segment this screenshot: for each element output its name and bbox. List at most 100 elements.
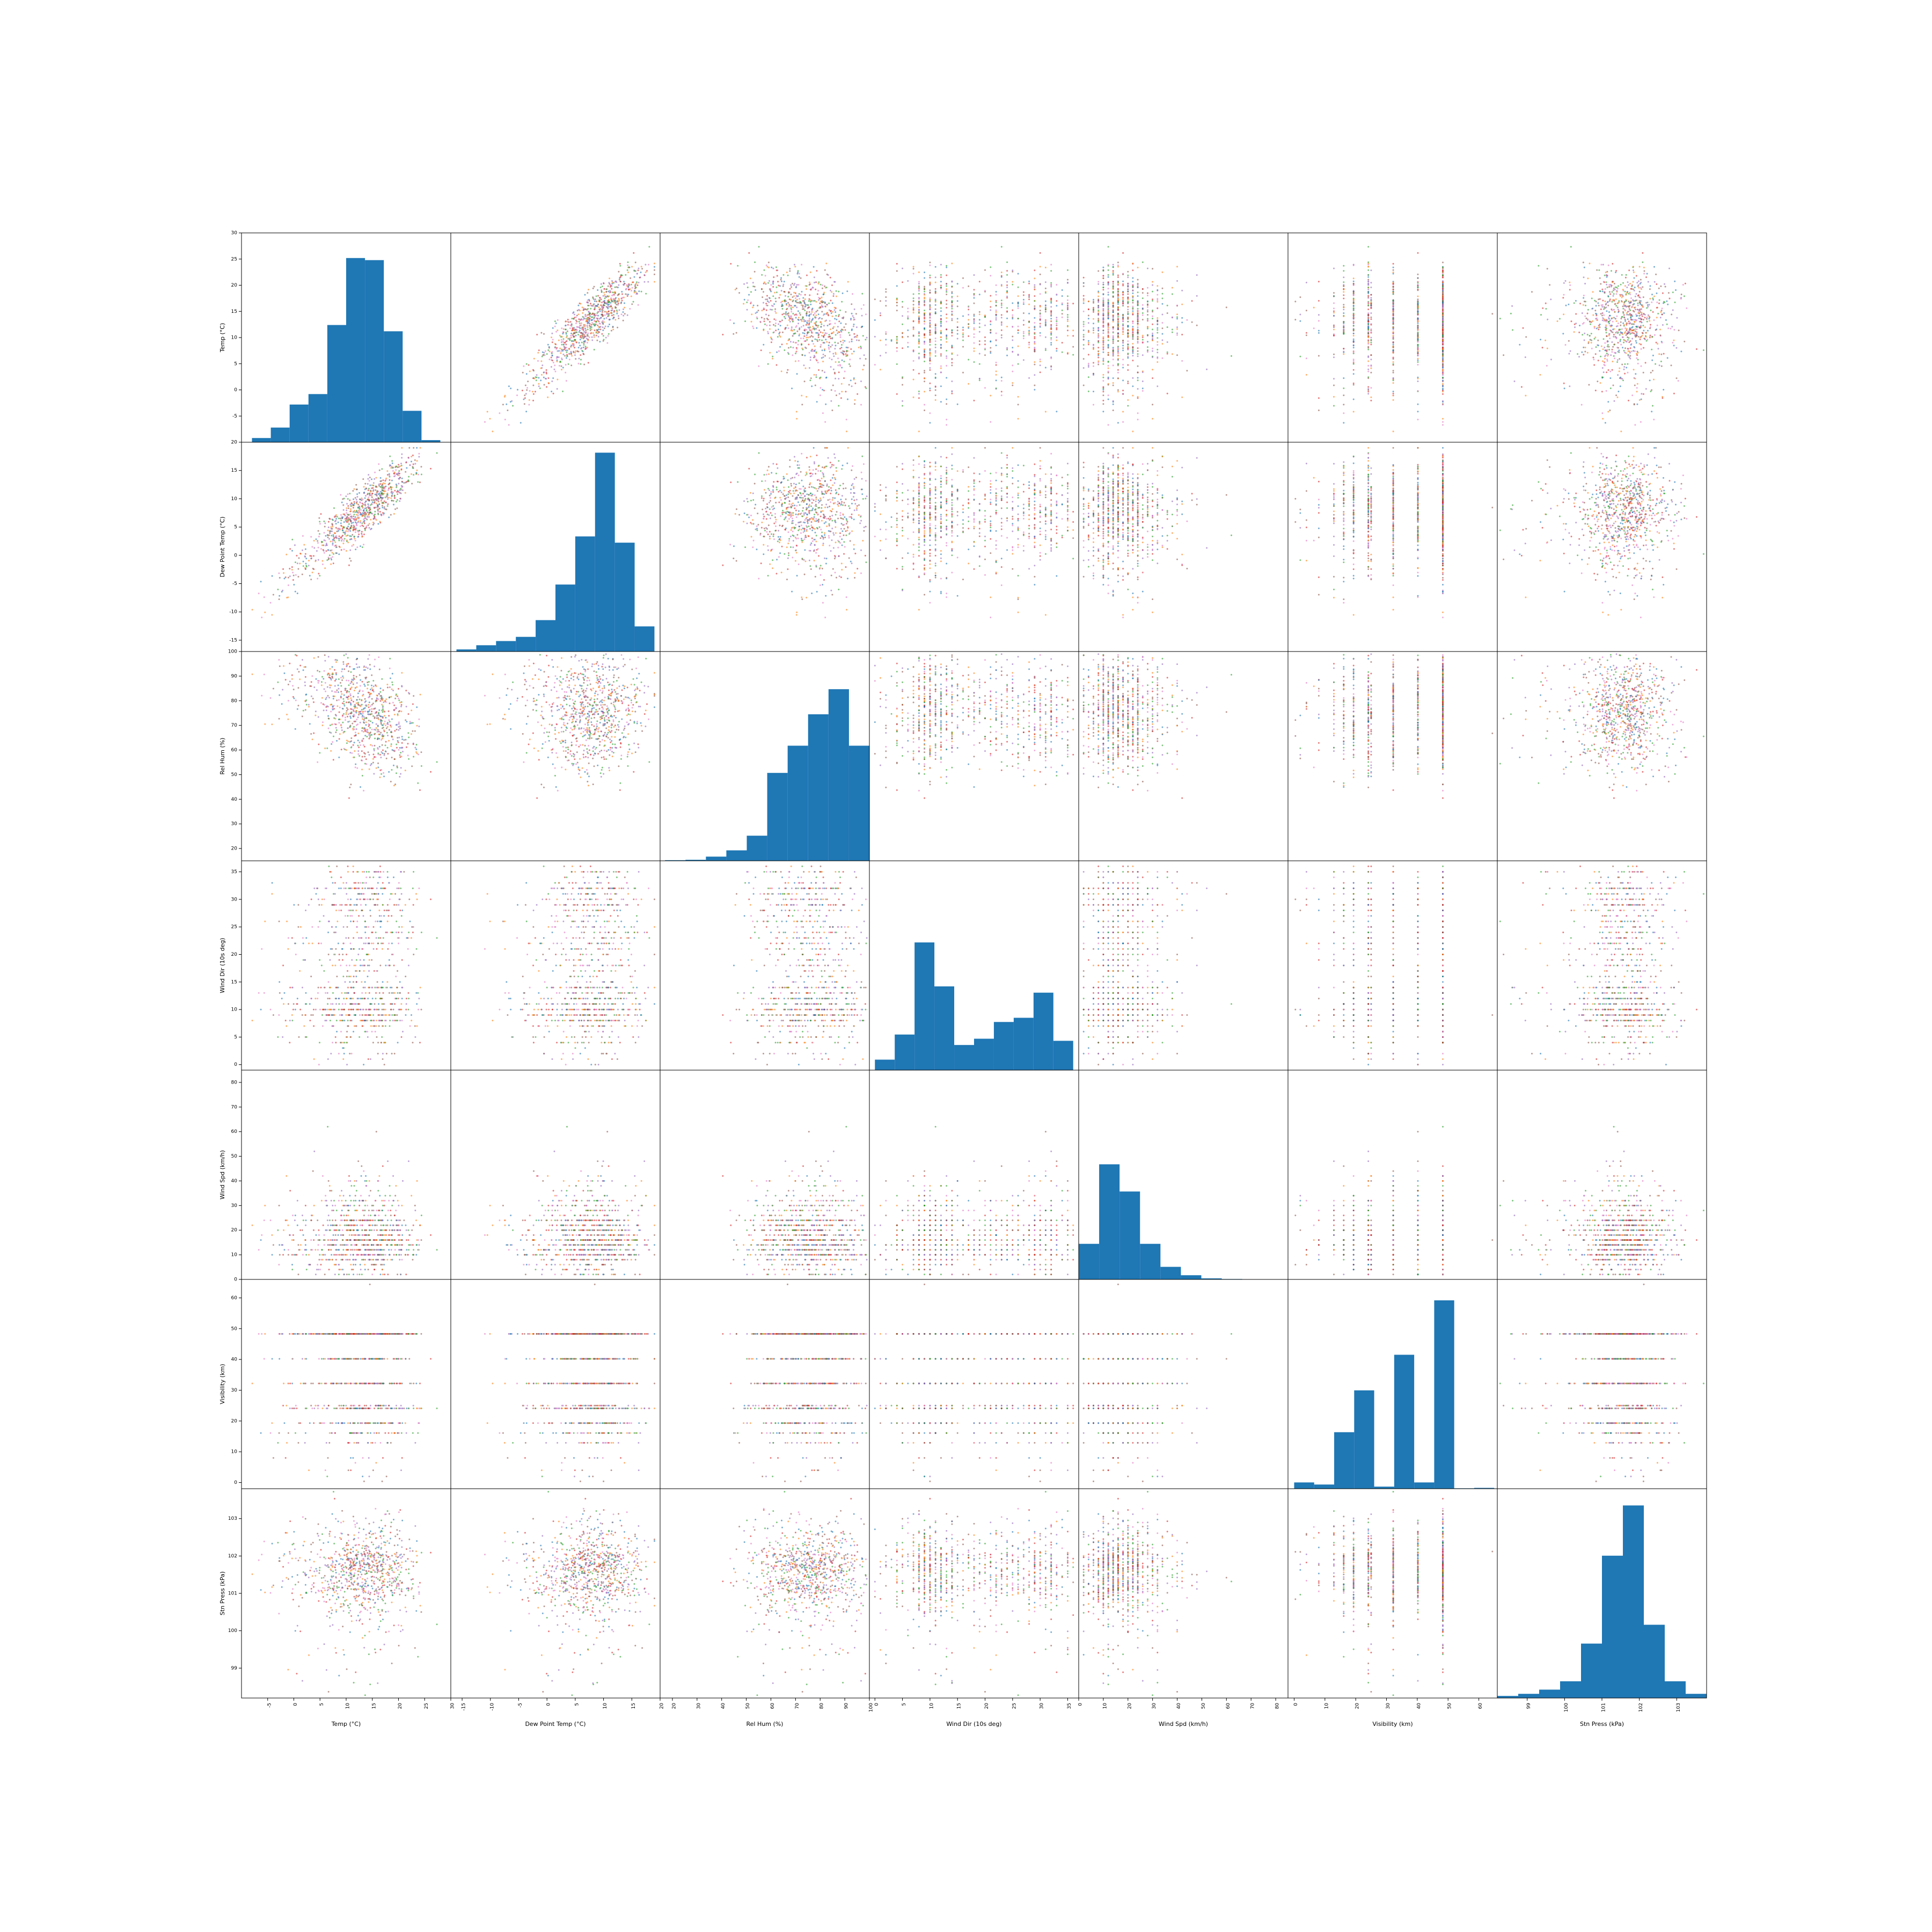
data-point <box>575 329 577 331</box>
data-point <box>584 327 587 330</box>
data-point <box>508 424 510 426</box>
data-point <box>1132 338 1134 339</box>
data-point <box>783 281 785 283</box>
data-point <box>951 392 953 394</box>
data-point <box>801 320 803 322</box>
data-point <box>1157 301 1159 303</box>
data-point <box>776 351 778 353</box>
data-point <box>818 307 821 309</box>
data-point <box>1044 292 1046 294</box>
data-point <box>1161 339 1163 341</box>
data-point <box>1305 357 1307 360</box>
data-point <box>1141 261 1144 264</box>
data-point <box>1039 335 1041 336</box>
data-point <box>1097 328 1100 330</box>
data-point <box>1137 353 1139 355</box>
data-point <box>1102 339 1104 341</box>
data-point <box>1022 324 1024 326</box>
data-point <box>1611 301 1613 303</box>
data-point <box>792 312 794 314</box>
data-point <box>1656 301 1658 303</box>
data-point <box>1664 283 1665 285</box>
data-point <box>1087 322 1089 324</box>
data-point <box>1593 327 1596 329</box>
data-point <box>840 340 842 342</box>
data-point <box>1112 409 1114 412</box>
data-point <box>635 293 637 295</box>
data-point <box>815 324 817 326</box>
data-point <box>608 318 610 320</box>
data-point <box>1102 351 1104 353</box>
data-point <box>751 313 753 316</box>
data-point <box>1141 371 1144 374</box>
data-point <box>796 299 798 301</box>
data-point <box>1112 288 1114 290</box>
data-point <box>801 404 803 406</box>
data-point <box>890 340 892 342</box>
data-point <box>1132 277 1134 279</box>
data-point <box>596 301 598 303</box>
data-point <box>614 298 616 300</box>
data-point <box>1137 335 1139 338</box>
data-point <box>608 314 610 317</box>
data-point <box>829 335 831 338</box>
data-point <box>1417 312 1419 314</box>
data-point <box>1102 266 1104 268</box>
data-point <box>1442 400 1444 402</box>
data-point <box>524 384 526 386</box>
data-point <box>918 335 920 337</box>
data-point <box>902 347 904 349</box>
data-point <box>918 315 920 317</box>
data-point <box>1082 282 1085 284</box>
data-point <box>829 320 831 322</box>
data-point <box>796 284 798 286</box>
data-point <box>1034 350 1036 352</box>
data-point <box>1152 268 1154 270</box>
data-point <box>566 351 568 353</box>
data-point <box>575 358 577 360</box>
data-point <box>1333 312 1335 314</box>
data-point <box>815 332 817 334</box>
data-point <box>813 350 815 352</box>
data-point <box>1107 298 1109 301</box>
data-point <box>540 360 543 362</box>
data-point <box>918 281 920 283</box>
data-point <box>1573 302 1575 304</box>
data-point <box>1343 306 1345 309</box>
data-point <box>940 301 942 303</box>
data-point <box>924 296 926 298</box>
data-point <box>592 287 594 289</box>
data-point <box>1022 338 1024 339</box>
data-point <box>1112 377 1114 379</box>
data-point <box>774 310 776 312</box>
data-point <box>628 284 630 286</box>
data-point <box>1028 303 1030 305</box>
data-point <box>1333 310 1335 312</box>
data-point <box>619 265 621 267</box>
cell-frame <box>660 232 870 443</box>
data-point <box>848 332 850 334</box>
data-point <box>789 268 791 270</box>
data-point <box>838 320 840 323</box>
data-point <box>1171 331 1173 333</box>
data-point <box>1442 305 1444 307</box>
data-point <box>1117 340 1119 342</box>
data-point <box>566 340 568 342</box>
data-point <box>602 340 604 342</box>
data-point <box>770 336 772 339</box>
data-point <box>1117 298 1119 300</box>
data-point <box>1093 329 1094 331</box>
data-point <box>565 380 567 382</box>
data-point <box>843 326 845 328</box>
data-point <box>1127 283 1129 284</box>
data-point <box>837 357 839 360</box>
data-point <box>826 312 828 314</box>
data-point <box>1034 341 1036 343</box>
data-point <box>1624 285 1626 287</box>
data-point <box>729 319 731 321</box>
data-point <box>806 274 808 276</box>
data-point <box>1352 312 1355 314</box>
data-point <box>1392 291 1394 294</box>
data-point <box>990 332 992 334</box>
data-point <box>806 396 808 398</box>
